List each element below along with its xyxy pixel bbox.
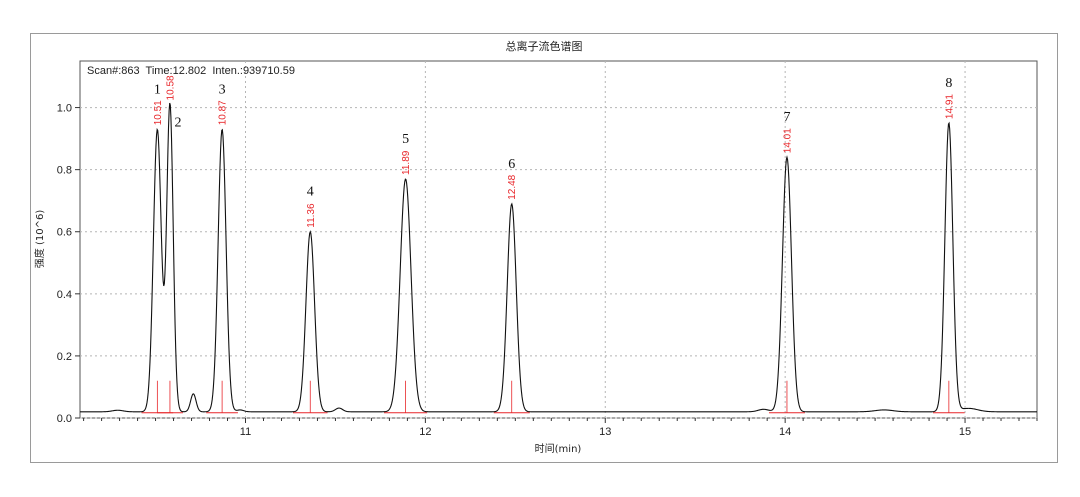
peak-number-label: 6 — [508, 157, 515, 172]
peak-annotations: 10.51 1 10.58 2 10.87 3 11.36 4 11.89 5 12.48 6 14.0… — [153, 75, 956, 228]
chromatogram-trace — [80, 102, 1037, 413]
peak-number-label: 8 — [945, 76, 952, 91]
y-tick-label: 0.8 — [57, 165, 72, 177]
x-tick-label: 13 — [599, 426, 611, 438]
scan-info: Scan#:863 Time:12.802 Inten.:939710.59 — [87, 65, 295, 77]
x-tick-label: 11 — [240, 426, 251, 438]
peak-number-label: 7 — [783, 110, 790, 125]
y-axis: 0.0 0.2 0.4 0.6 0.8 1.0 — [57, 103, 80, 425]
y-tick-label: 0.0 — [57, 413, 72, 425]
peak-rt-label: 10.58 — [165, 75, 176, 100]
plot-area — [79, 60, 1038, 419]
chromatogram-chart: 总离子流色谱图 11 12 13 14 15 0.00.20.40.60.81.0 10… — [33, 39, 1038, 455]
y-tick-label: 0.2 — [57, 351, 72, 363]
x-tick-label: 12 — [419, 426, 431, 438]
peak-number-label: 1 — [154, 82, 161, 97]
y-tick-label: 0.6 — [57, 227, 72, 239]
x-tick-label: 14 — [779, 426, 791, 438]
peak-rt-label: 12.48 — [507, 174, 518, 199]
x-axis-title: 时间(min) — [535, 442, 582, 455]
peak-rt-label: 14.91 — [944, 94, 955, 119]
peak-rt-label: 11.89 — [401, 150, 412, 175]
peak-rt-label: 11.36 — [306, 203, 317, 228]
x-axis: 11 12 13 14 15 — [83, 418, 1038, 438]
peak-number-label: 2 — [174, 115, 181, 130]
peak-number-label: 3 — [219, 82, 226, 97]
y-axis-title: 强度 (10^6) — [33, 210, 46, 269]
y-tick-label: 0.4 — [57, 289, 72, 301]
peak-number-label: 5 — [402, 132, 409, 147]
peak-rt-label: 10.87 — [218, 100, 229, 125]
x-tick-label: 15 — [959, 426, 971, 438]
peak-rt-label: 10.51 — [153, 100, 164, 125]
peak-number-label: 4 — [307, 185, 314, 200]
peak-baselines — [141, 380, 965, 414]
chart-title: 总离子流色谱图 — [506, 39, 583, 53]
chart-frame: 总离子流色谱图 11 12 13 14 15 0.0 0.2 0.4 0.6 0.8 1.0 10… — [30, 33, 1058, 463]
y-tick-label: 1.0 — [57, 103, 72, 115]
peak-rt-label: 14.01 — [782, 128, 793, 153]
